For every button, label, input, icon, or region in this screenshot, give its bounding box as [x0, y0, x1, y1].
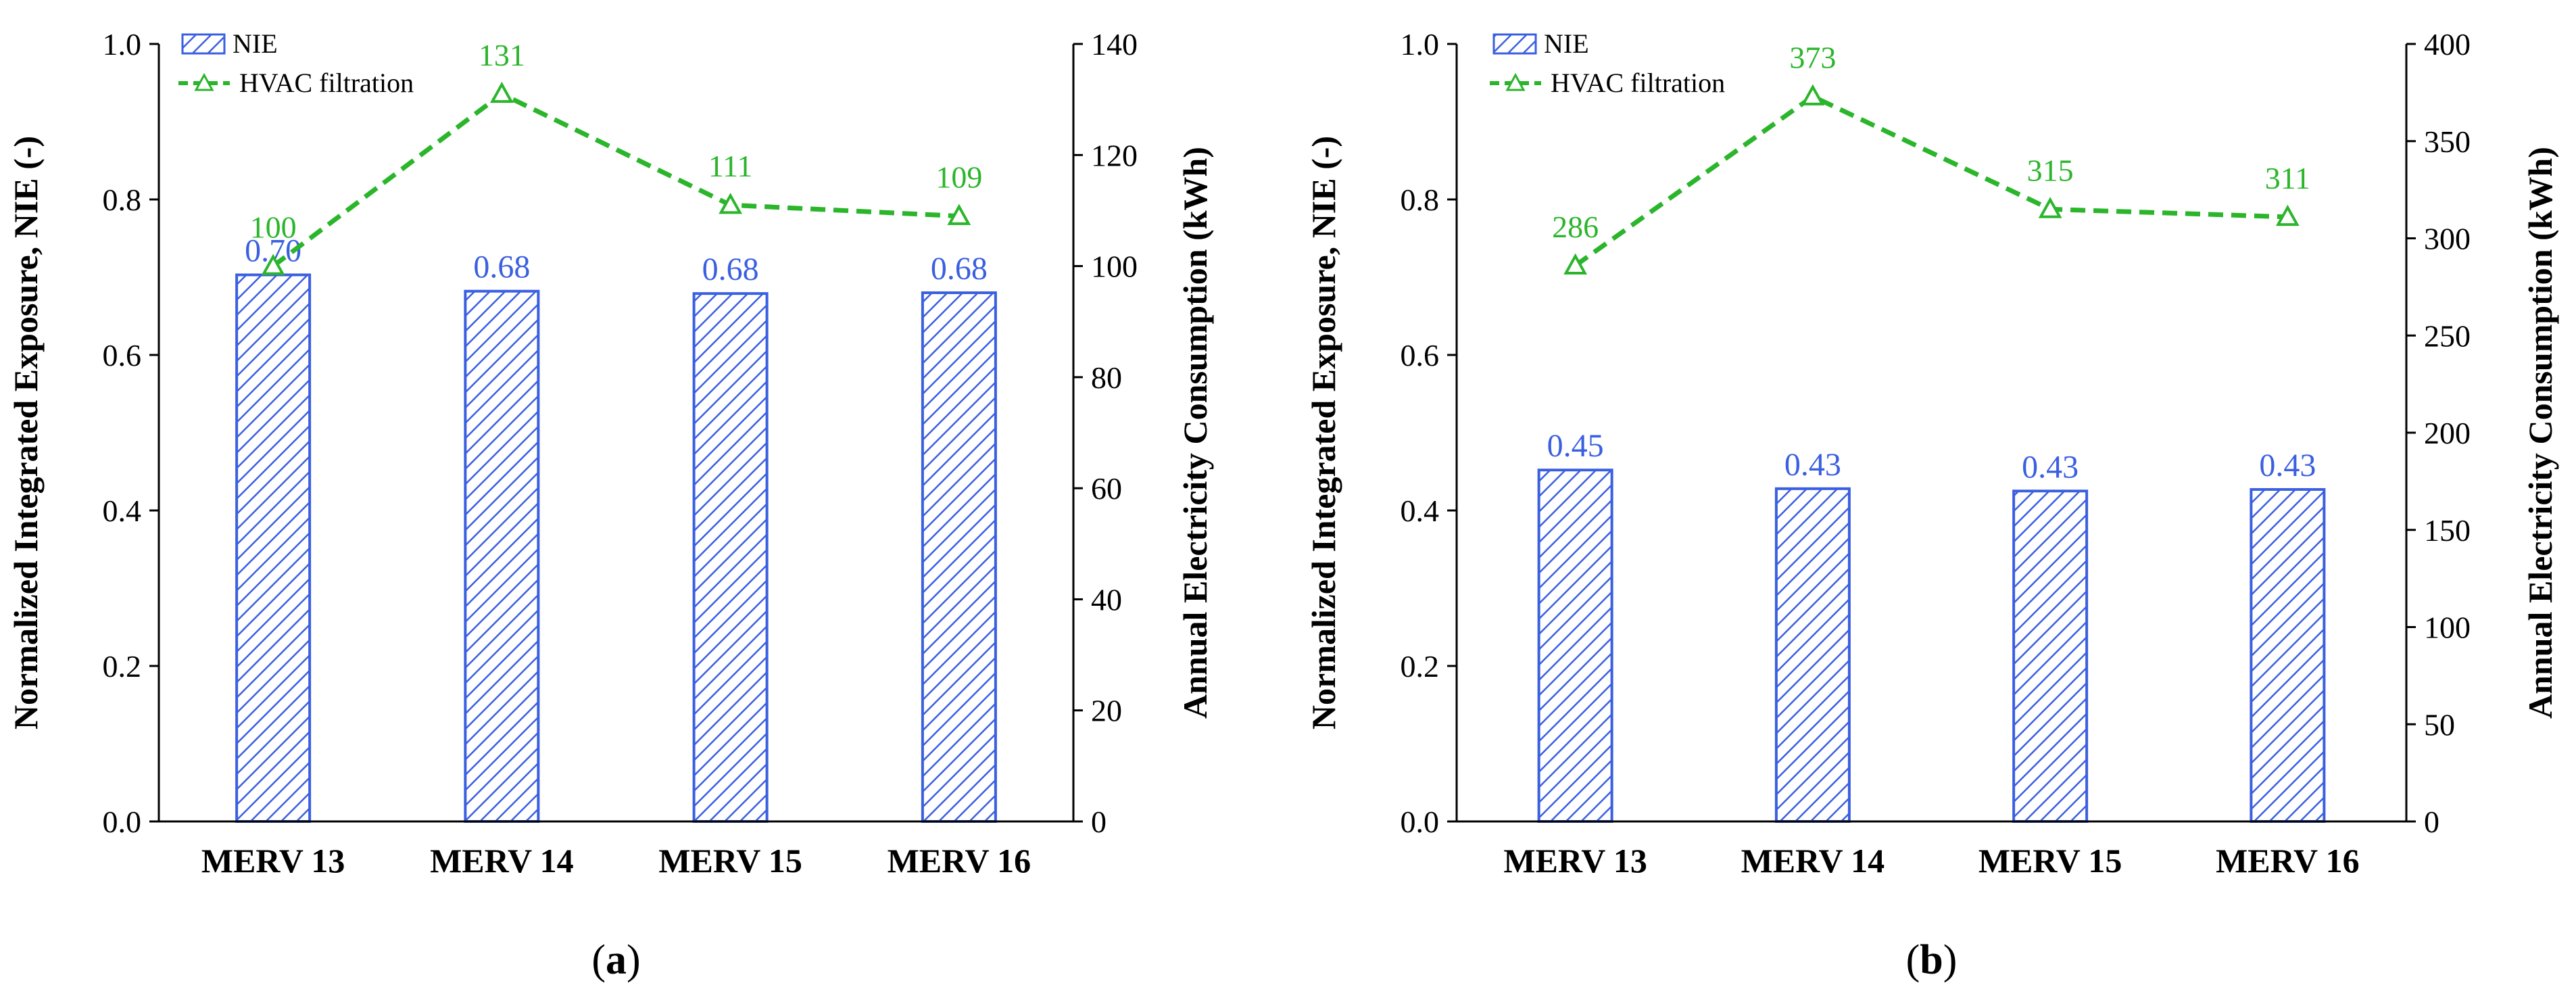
right-tick-label: 80	[1091, 360, 1122, 395]
line-value-label: 373	[1789, 41, 1836, 75]
bar-nie-4	[921, 291, 997, 823]
category-label: MERV 13	[1503, 842, 1647, 880]
left-tick-label: 0.0	[103, 805, 142, 839]
triangle-marker-icon	[261, 254, 285, 275]
hvac-filtration-line	[1574, 93, 2288, 268]
right-tick-label: 20	[1091, 694, 1122, 728]
legend-swatch-nie	[1492, 33, 1537, 55]
right-tick-label: 50	[2424, 707, 2455, 742]
triangle-marker-icon	[2275, 204, 2300, 226]
category-label: MERV 14	[1741, 842, 1885, 880]
bar-value-label: 0.45	[1547, 428, 1604, 464]
line-value-label: 111	[708, 149, 753, 183]
right-tick-label: 350	[2424, 124, 2471, 159]
right-axis-title: Annual Electricity Consumption (kWh)	[1176, 147, 1214, 719]
triangle-marker-icon	[1801, 84, 1825, 105]
left-tick-label: 0.4	[103, 494, 142, 528]
right-tick-label: 0	[2424, 805, 2439, 839]
hvac-filtration-line	[272, 91, 960, 268]
left-tick-label: 0.2	[103, 649, 142, 684]
triangle-marker-icon	[719, 193, 743, 214]
left-tick-label: 0.0	[1401, 805, 1440, 839]
left-tick-label: 1.0	[1401, 27, 1440, 62]
legend-label-hvac: HVAC filtration	[1551, 68, 1725, 98]
chart-panel-b: 0.45 0.43 0.43 0.43 286 373 315 311 0.0 0.2 0.4 0.6…	[1305, 27, 2559, 983]
right-tick-label: 200	[2424, 416, 2471, 450]
panel-label-letter: b	[1920, 937, 1943, 983]
bar-value-label: 0.43	[2259, 448, 2316, 483]
triangle-marker-icon	[947, 204, 971, 225]
bar-value-label: 0.68	[702, 252, 759, 287]
left-tick-label: 1.0	[103, 27, 142, 62]
right-tick-label: 0	[1091, 805, 1107, 839]
legend-label-nie: NIE	[1544, 28, 1589, 59]
right-tick-label: 400	[2424, 27, 2471, 62]
category-label: MERV 15	[658, 842, 802, 880]
bar-nie-1	[1537, 469, 1613, 823]
line-value-label: 286	[1552, 210, 1599, 244]
right-tick-label: 40	[1091, 582, 1122, 617]
right-tick-label: 100	[2424, 611, 2471, 645]
bar-nie-1	[235, 273, 312, 823]
category-label: MERV 13	[201, 842, 345, 880]
category-label: MERV 15	[1978, 842, 2122, 880]
bar-nie-3	[2012, 489, 2089, 823]
right-tick-label: 120	[1091, 138, 1138, 172]
line-value-label: 315	[2027, 153, 2074, 187]
panel-label: (b)	[1906, 937, 1958, 983]
triangle-marker-icon	[1563, 253, 1588, 274]
bar-value-label: 0.68	[931, 251, 988, 287]
right-axis-title: Annual Electricity Consumption (kWh)	[2521, 147, 2559, 719]
line-value-label: 131	[479, 38, 525, 72]
left-tick-label: 0.6	[103, 338, 142, 373]
bar-nie-3	[692, 292, 769, 823]
line-value-label: 311	[2265, 161, 2310, 195]
bar-nie-2	[464, 289, 540, 823]
legend-swatch-nie	[181, 33, 226, 55]
left-axis-title: Normalized Integrated Exposure, NIE (-)	[7, 136, 45, 730]
legend-label-hvac: HVAC filtration	[239, 68, 414, 98]
right-tick-label: 60	[1091, 471, 1122, 506]
right-tick-label: 300	[2424, 222, 2471, 256]
bar-value-label: 0.43	[2022, 449, 2079, 485]
triangle-marker-icon	[489, 81, 514, 103]
line-value-label: 100	[250, 210, 297, 245]
right-tick-label: 100	[1091, 249, 1138, 284]
category-label: MERV 14	[430, 842, 574, 880]
line-value-label: 109	[935, 160, 982, 195]
bar-value-label: 0.43	[1784, 447, 1841, 483]
triangle-marker-icon	[2038, 197, 2062, 218]
left-tick-label: 0.4	[1401, 494, 1440, 528]
panel-label: (a)	[591, 937, 640, 983]
bar-nie-4	[2250, 487, 2326, 823]
left-tick-label: 0.6	[1401, 338, 1440, 373]
left-tick-label: 0.8	[1401, 183, 1440, 217]
right-tick-label: 140	[1091, 27, 1138, 62]
panel-label-letter: a	[606, 937, 627, 983]
category-label: MERV 16	[888, 842, 1031, 880]
right-tick-label: 150	[2424, 513, 2471, 548]
legend-triangle-icon	[1505, 72, 1526, 91]
legend-triangle-icon	[194, 72, 214, 91]
bar-nie-2	[1774, 487, 1851, 823]
bar-value-label: 0.68	[473, 249, 530, 285]
category-label: MERV 16	[2216, 842, 2360, 880]
legend-label-nie: NIE	[233, 28, 278, 59]
right-tick-label: 250	[2424, 318, 2471, 353]
left-tick-label: 0.8	[103, 183, 142, 217]
left-tick-label: 0.2	[1401, 649, 1440, 684]
left-axis-title: Normalized Integrated Exposure, NIE (-)	[1305, 136, 1342, 730]
